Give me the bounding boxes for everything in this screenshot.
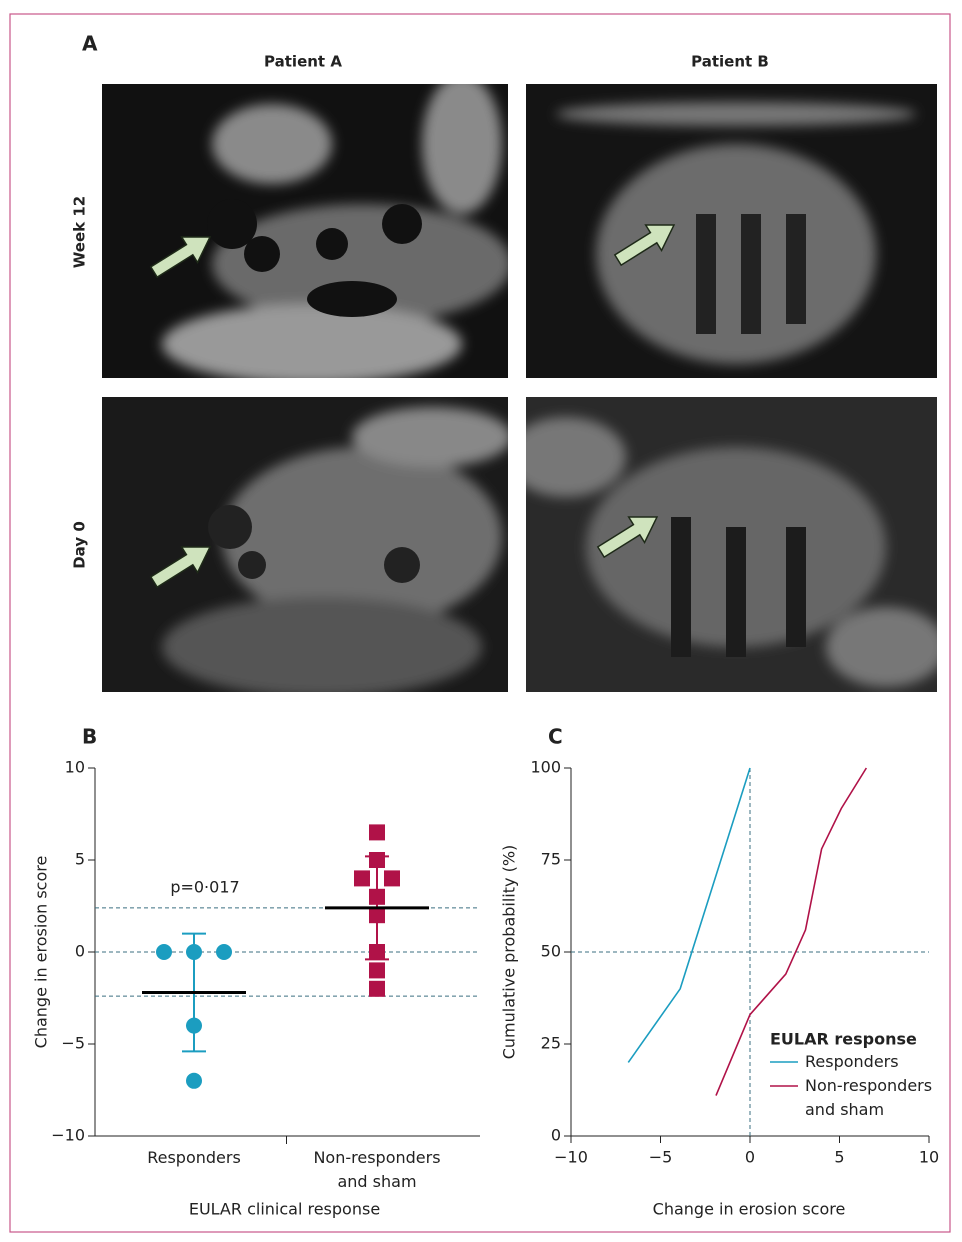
y-tick-label: 0 [551,1126,561,1145]
x-tick-label: −10 [554,1148,588,1167]
column-header: Patient A [264,53,342,71]
x-axis-label: EULAR clinical response [189,1200,380,1219]
y-axis-label: Cumulative probability (%) [500,845,519,1060]
row-header: Week 12 [71,196,89,268]
panel-label: C [548,725,563,749]
data-line [715,767,868,1096]
y-tick-label: −5 [61,1034,85,1053]
x-tick-label: Responders [147,1148,241,1167]
y-tick-label: 0 [75,942,85,961]
legend-label: Responders [805,1052,899,1071]
x-tick-label: 10 [919,1148,939,1167]
figure-border [9,13,951,1233]
legend-title: EULAR response [770,1030,917,1049]
data-point [369,980,385,997]
data-point [369,888,385,905]
data-point [216,944,232,960]
y-axis-label: Change in erosion score [32,856,51,1049]
row-header: Day 0 [71,521,89,569]
data-point [186,1017,202,1034]
y-tick-label: −10 [51,1126,85,1145]
data-point [354,870,370,887]
x-tick-label: −5 [649,1148,673,1167]
x-tick-label: 0 [745,1148,755,1167]
x-tick-label: Non-responders and sham [313,1148,441,1191]
data-point [369,944,385,960]
data-point [369,962,385,979]
data-point [156,944,172,960]
data-point [369,852,385,868]
mri-image [102,84,937,692]
data-point [186,1072,202,1089]
column-header: Patient B [691,53,769,71]
y-tick-label: 5 [75,850,85,869]
panel-label: B [82,725,97,749]
y-tick-label: 50 [541,942,561,961]
annotation: p=0·017 [170,878,239,897]
legend-label: Non-responders and sham [805,1076,933,1119]
data-line [627,767,751,1063]
panel-label: A [82,32,98,56]
x-tick-label: 5 [834,1148,844,1167]
x-axis-label: Change in erosion score [653,1200,846,1219]
data-point [384,870,400,887]
data-point [369,907,385,924]
y-tick-label: 10 [65,758,85,777]
y-tick-label: 100 [530,758,561,777]
y-tick-label: 25 [541,1034,561,1053]
data-point [369,824,385,841]
data-point [186,944,202,960]
y-tick-label: 75 [541,850,561,869]
